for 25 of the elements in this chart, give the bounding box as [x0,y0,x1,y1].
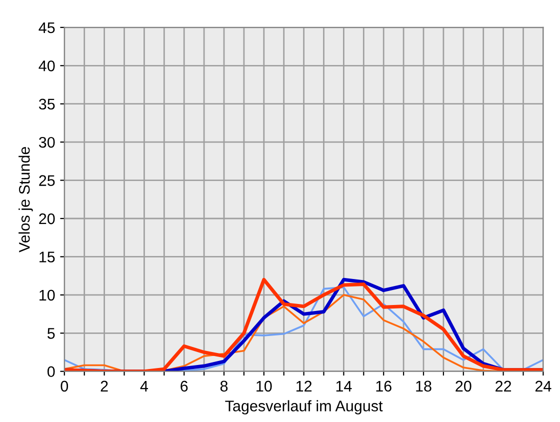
x-tick-label: 18 [416,380,432,392]
y-axis-title: Velos je Stunde [18,146,33,252]
y-tick-label: 35 [38,98,55,110]
y-tick-label: 45 [38,22,55,34]
y-tick-label: 30 [38,136,55,148]
y-tick-label: 0 [47,366,55,378]
x-tick-label: 4 [140,380,148,392]
x-tick-label: 14 [336,380,352,392]
y-tick-label: 15 [40,252,55,262]
x-tick-label: 8 [220,380,228,392]
x-tick-label: 22 [496,380,512,392]
x-tick-label: 24 [535,380,552,392]
y-tick-label: 40 [38,60,55,72]
x-tick-label: 6 [180,380,188,392]
y-tick-label: 5 [47,328,55,339]
y-tick-label: 25 [39,175,55,186]
y-tick-label: 20 [39,213,55,224]
x-tick-label: 0 [60,380,68,392]
y-tick-label: 10 [40,290,55,301]
x-tick-label: 16 [376,380,392,392]
x-tick-label: 10 [256,380,272,392]
x-tick-label: 2 [100,380,108,392]
x-tick-label: 20 [456,380,472,392]
x-tick-label: 12 [296,380,312,392]
x-axis-title: Tagesverlauf im August [225,400,383,414]
